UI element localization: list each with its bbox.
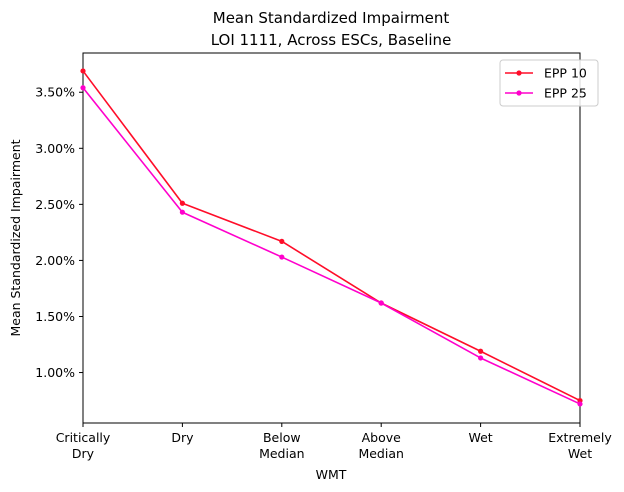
y-axis-label: Mean Standardized Impairment: [8, 139, 23, 336]
y-tick-label: 2.00%: [35, 253, 75, 268]
y-axis: 1.00% 1.50% 2.00% 2.50% 3.00% 3.50%: [35, 85, 83, 380]
x-tick-label: Above Median: [358, 430, 403, 461]
x-tick-label-line: Dry: [72, 446, 95, 461]
y-tick-label: 1.50%: [35, 309, 75, 324]
data-point: [279, 238, 285, 244]
x-tick-label-line: Critically: [56, 430, 111, 445]
data-point: [80, 68, 86, 74]
x-tick-label-line: Wet: [468, 430, 492, 445]
y-tick-label: 1.00%: [35, 365, 75, 380]
data-point: [279, 254, 285, 260]
data-point: [478, 355, 484, 361]
legend: EPP 10 EPP 25: [499, 59, 599, 107]
x-tick-label-line: Median: [259, 446, 304, 461]
legend-marker: [516, 70, 522, 76]
series-line-2: [82, 87, 581, 405]
legend-frame: [499, 59, 599, 107]
x-tick-label: Below Median: [259, 430, 304, 461]
x-tick-label: Dry: [171, 430, 194, 445]
y-tick-label: 3.00%: [35, 141, 75, 156]
x-tick-label-line: Below: [263, 430, 301, 445]
x-axis-label: WMT: [316, 467, 347, 482]
data-point: [478, 348, 484, 354]
data-point: [577, 401, 583, 407]
y-tick-label: 2.50%: [35, 197, 75, 212]
data-point: [80, 85, 86, 91]
data-point: [378, 300, 384, 306]
x-tick-label: Wet: [468, 430, 492, 445]
data-point: [179, 200, 185, 206]
legend-label: EPP 10: [544, 66, 587, 81]
x-tick-label-line: Extremely: [548, 430, 612, 445]
x-tick-label-line: Above: [362, 430, 402, 445]
legend-label: EPP 25: [544, 86, 587, 101]
x-tick-label: Extremely Wet: [548, 430, 612, 461]
series-layer: [80, 68, 583, 407]
chart-subtitle: LOI 1111, Across ESCs, Baseline: [211, 31, 452, 49]
x-tick-label-line: Median: [358, 446, 403, 461]
x-tick-label-line: Wet: [568, 446, 592, 461]
series-line-1: [82, 70, 581, 402]
chart-title: Mean Standardized Impairment: [213, 9, 450, 27]
legend-marker: [516, 90, 522, 96]
y-tick-label: 3.50%: [35, 85, 75, 100]
plot-area: [82, 52, 581, 424]
x-tick-label-line: Dry: [171, 430, 194, 445]
x-tick-label: Critically Dry: [56, 430, 111, 461]
data-point: [179, 209, 185, 215]
